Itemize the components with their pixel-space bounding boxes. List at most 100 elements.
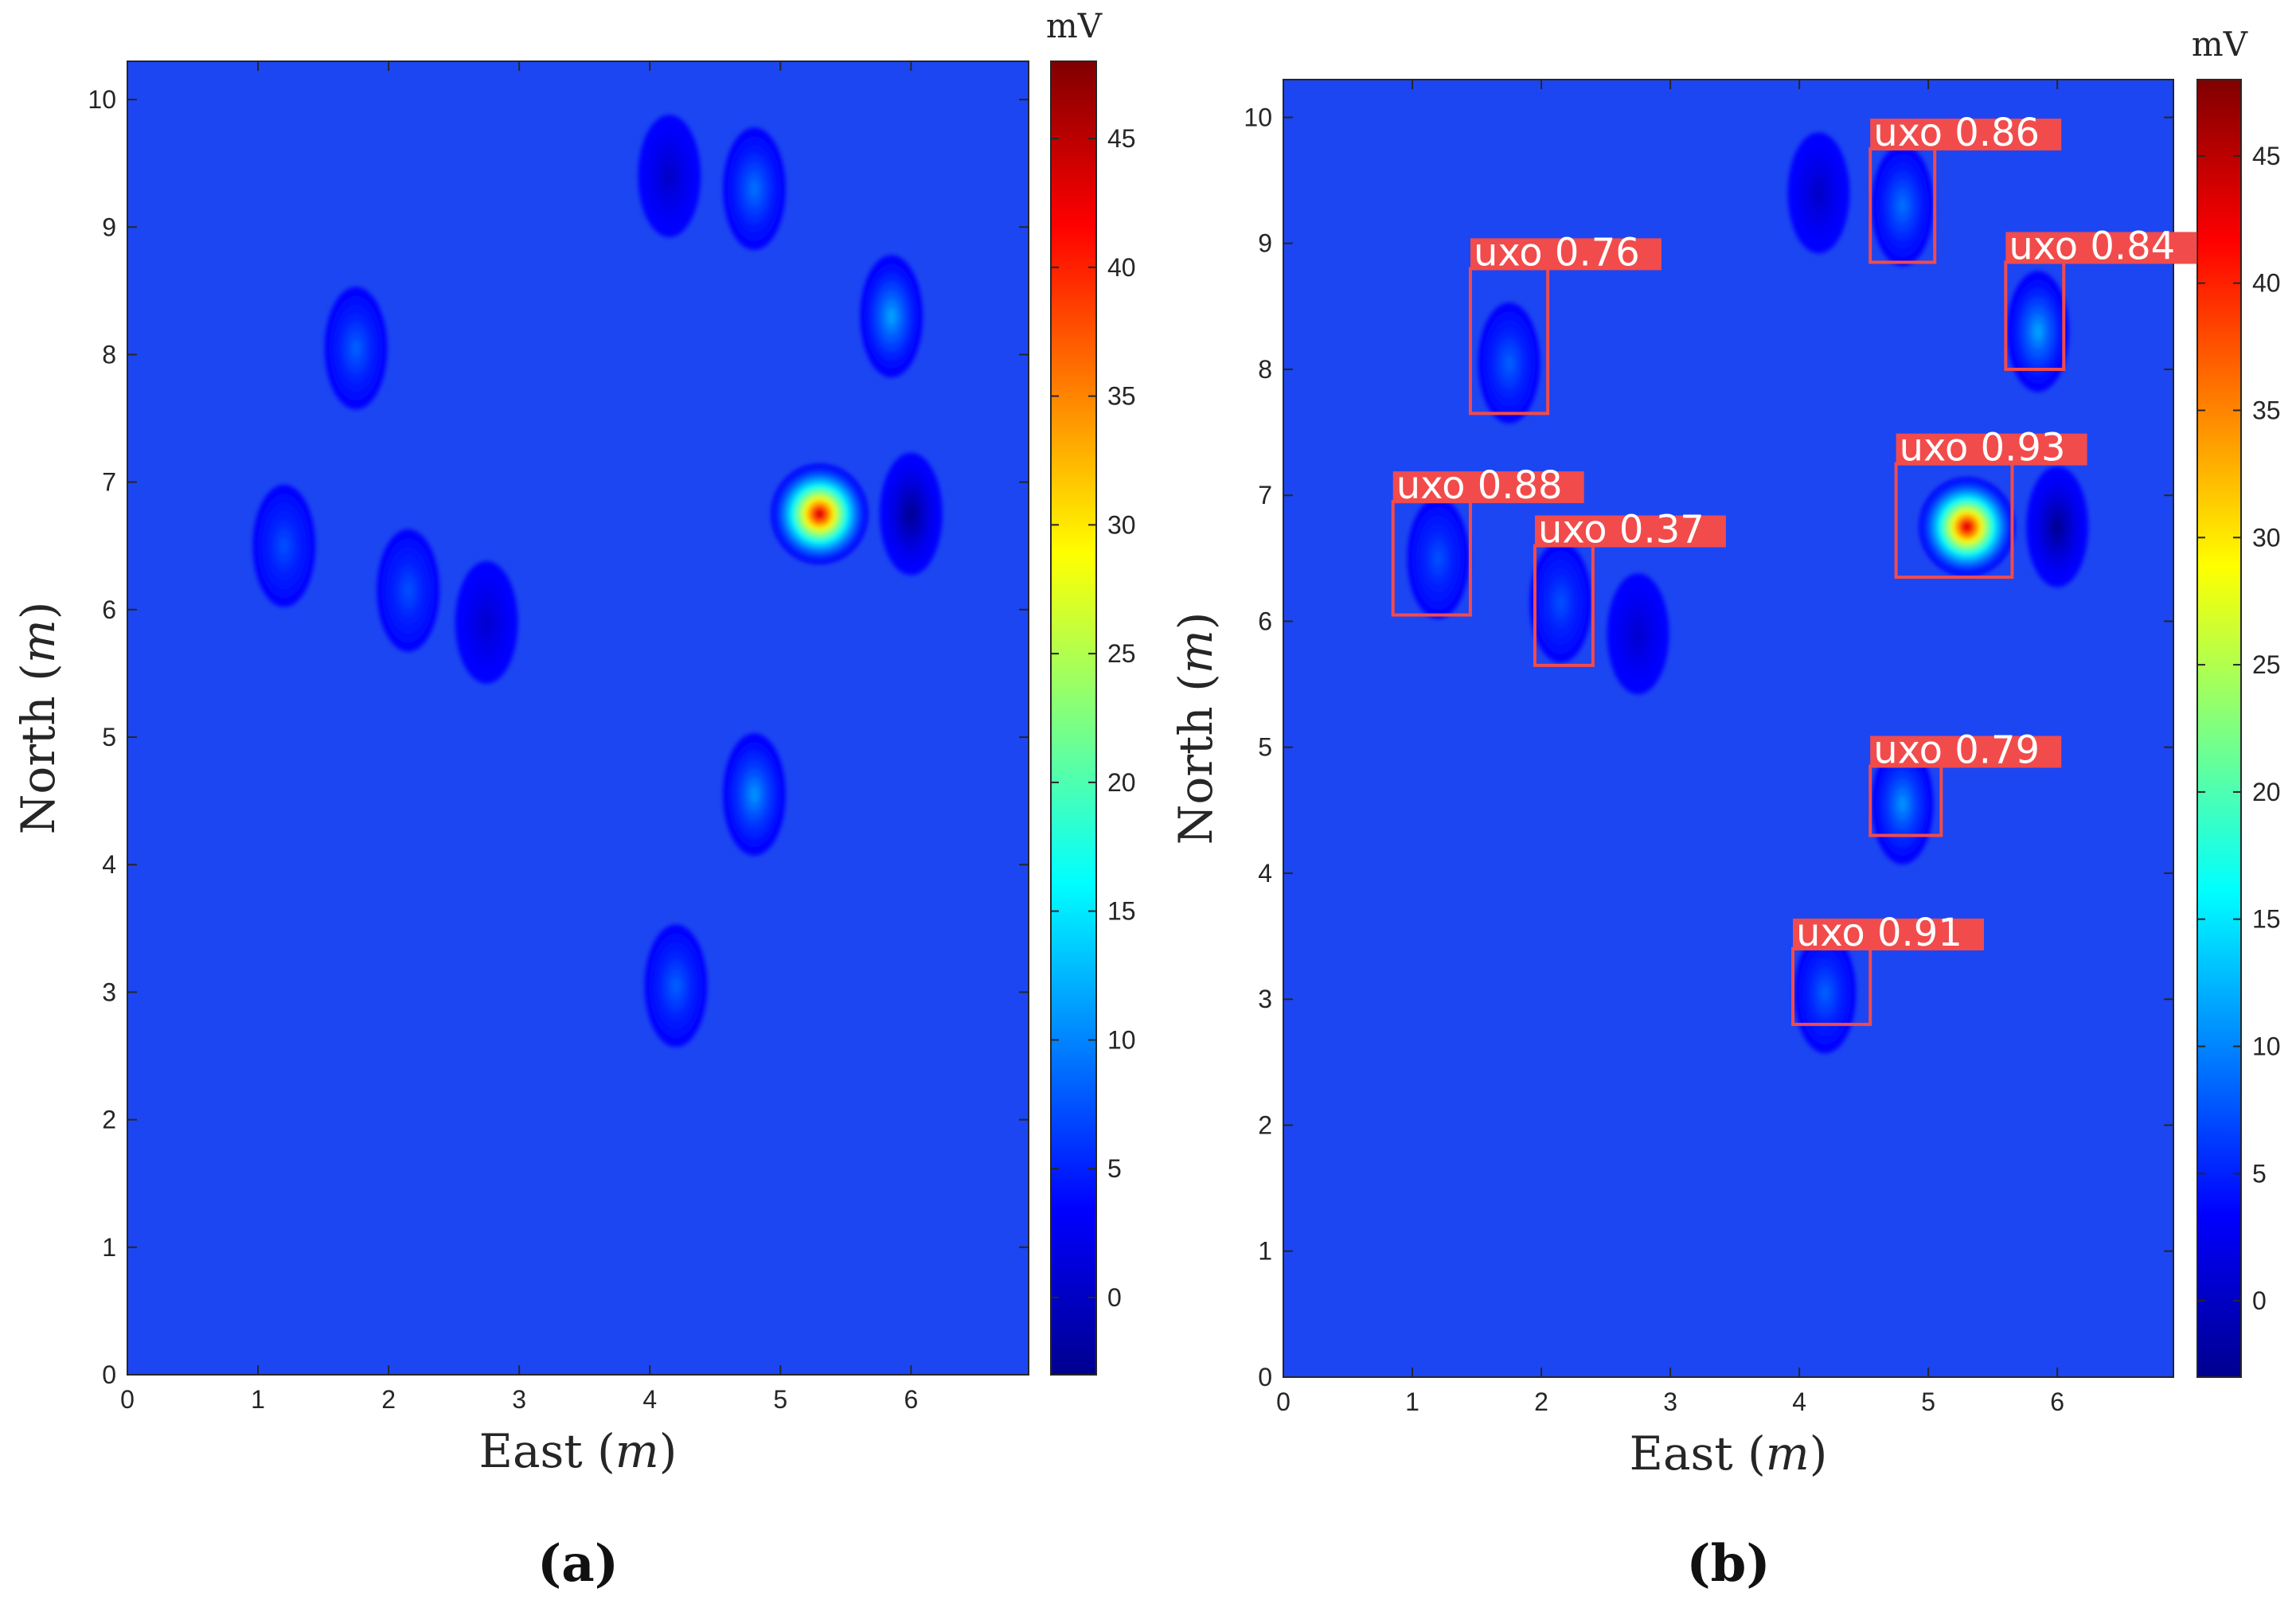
panel-b-label: (b) [1686,1534,1770,1594]
anomaly-contour [665,167,674,185]
colorbar-b-ticks: 0 5 10 15 20 25 30 35 40 45 [2197,142,2281,1315]
detection-label: uxo 0.86 [1873,111,2040,155]
plot-b-y-ticks: 0 1 2 3 4 5 6 7 8 9 10 [1244,103,2173,1391]
detection-label-bg [1470,238,1661,271]
anomaly-2 [860,255,923,378]
anomaly-11 [1607,573,1669,695]
plot-b-frame [1283,79,2174,1378]
colorbar-tick-label: 30 [2252,523,2281,552]
colorbar-tick-label: 20 [2252,778,2281,806]
y-tick-label: 9 [102,213,116,241]
detection: uxo 0.93 [1894,426,2087,580]
anomaly-2 [2006,271,2069,392]
anomaly-contour [1556,593,1565,611]
anomaly-contour [279,537,289,555]
anomaly-7 [1407,498,1470,619]
anomaly-6 [1478,302,1540,424]
colorbar-tick-label: 40 [2252,269,2281,298]
y-tick-label: 10 [1244,103,1272,131]
detection: uxo 0.84 [2004,224,2197,371]
anomaly-contour [749,180,759,198]
anomaly-4 [723,733,786,857]
y-tick-label: 2 [102,1106,116,1134]
y-tick-label: 10 [88,85,116,114]
x-tick-label: 2 [1534,1387,1548,1416]
colorbar-tick-label: 25 [2252,650,2281,679]
anomaly-contour [2052,517,2062,536]
y-tick-label: 4 [1258,859,1272,888]
anomaly-contour [1433,549,1443,568]
x-tick-label: 4 [1792,1387,1806,1416]
anomaly-contour [906,505,916,523]
anomaly-contour [749,786,759,804]
x-tick-label: 0 [120,1385,135,1414]
y-tick-label: 6 [102,595,116,624]
anomaly-3 [723,127,786,251]
y-tick-label: 7 [102,468,116,497]
detection: uxo 0.91 [1791,911,1985,1026]
anomaly-contour [404,581,413,599]
anomaly-3 [1871,145,1934,267]
anomaly-6 [324,287,388,410]
colorbar-tick-label: 10 [2252,1032,2281,1061]
y-tick-label: 5 [102,723,116,751]
detection-label: uxo 0.88 [1396,463,1563,508]
plot-b-field [1407,132,2089,1054]
y-tick-label: 0 [102,1360,116,1389]
x-tick-label: 5 [1921,1387,1935,1416]
colorbar-tick-label: 5 [2252,1159,2267,1188]
anomaly-1 [1919,477,2016,577]
plot-b-x-ticks: 0 1 2 3 4 5 6 [1276,80,2064,1416]
y-tick-label: 1 [102,1233,116,1262]
anomaly-10 [1787,132,1850,254]
anomaly-contour [1504,354,1514,372]
detection-label-bg [1870,119,2062,151]
y-tick-label: 5 [1258,733,1272,762]
colorbar-tick-label: 35 [1107,382,1136,411]
detection-label: uxo 0.91 [1796,911,1962,955]
y-tick-label: 6 [1258,607,1272,635]
colorbar-tick-label: 45 [1107,124,1136,153]
anomaly-5 [644,924,708,1048]
anomaly-9 [2026,466,2089,587]
colorbar-tick-label: 30 [1107,510,1136,539]
colorbar-tick-label: 0 [2252,1286,2267,1315]
y-tick-label: 9 [1258,229,1272,258]
plot-b-xlabel: East (m) [1630,1426,1828,1481]
plot-b-ylabel: North (m) [1169,612,1223,845]
colorbar-tick-label: 15 [2252,905,2281,934]
detection-label: uxo 0.79 [1873,728,2040,772]
y-tick-label: 8 [1258,355,1272,384]
panel-a-label: (a) [537,1534,619,1594]
y-tick-label: 4 [102,850,116,879]
y-tick-label: 3 [1258,985,1272,1013]
y-tick-label: 0 [1258,1363,1272,1391]
colorbar-b-unit: mV [2192,25,2248,64]
x-tick-label: 3 [1663,1387,1677,1416]
colorbar-tick-label: 45 [2252,142,2281,170]
anomaly-7 [252,484,316,607]
anomaly-1 [771,463,869,564]
anomaly-8 [1529,541,1592,663]
colorbar-a-ticks: 0 5 10 15 20 25 30 35 40 45 [1051,124,1136,1312]
x-tick-label: 6 [2050,1387,2064,1416]
y-tick-label: 3 [102,978,116,1006]
detection: uxo 0.37 [1533,508,1726,667]
x-tick-label: 2 [381,1385,396,1414]
x-tick-label: 5 [773,1385,787,1414]
anomaly-contour [1814,184,1823,202]
detection-label-bg [1896,433,2087,466]
detection-label: uxo 0.76 [1474,230,1640,275]
anomaly-contour [1898,197,1907,215]
detection: uxo 0.86 [1868,111,2062,264]
detection-label-bg [1392,471,1584,504]
x-tick-label: 1 [1405,1387,1419,1416]
y-tick-label: 2 [1258,1110,1272,1139]
colorbar-tick-label: 40 [1107,253,1136,282]
anomaly-contour [1898,795,1907,813]
colorbar-tick-label: 0 [1107,1283,1122,1312]
colorbar-a-unit: mV [1046,6,1103,45]
